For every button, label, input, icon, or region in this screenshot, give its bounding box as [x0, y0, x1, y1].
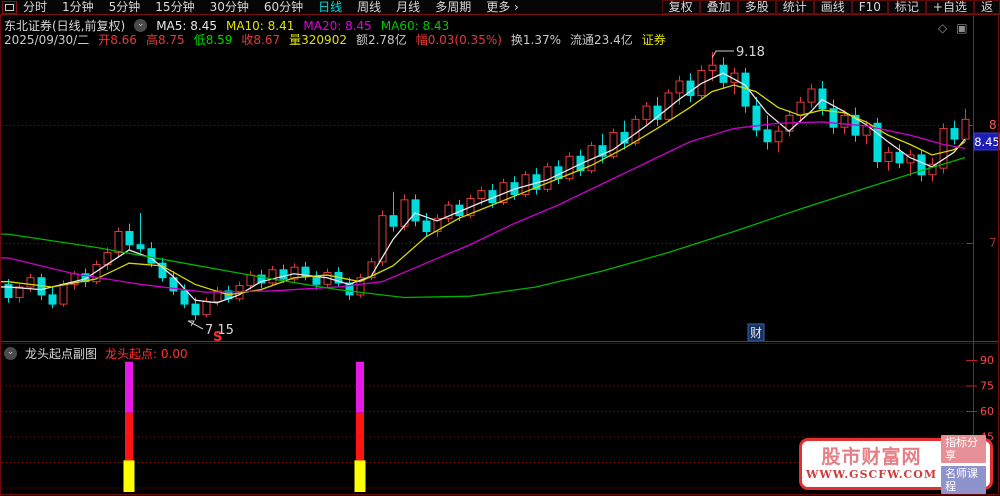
diamond-marker-icon[interactable]: ◇	[938, 21, 948, 35]
ma-value-MA20: MA20: 8.45	[303, 18, 372, 33]
quote-field-10: 证券	[641, 33, 666, 47]
subpanel-indicator-value: 龙头起点: 0.00	[105, 347, 188, 361]
menu-item-周线[interactable]: 周线	[357, 0, 382, 14]
watermark-text: 股市财富网 WWW.GSCFW.COM	[806, 446, 938, 482]
menu-item-30分钟[interactable]: 30分钟	[209, 0, 249, 14]
signal-bar-1	[356, 412, 364, 461]
last-price-box: 8.45	[974, 132, 1000, 151]
ma-values: MA5: 8.45 MA10: 8.41 MA20: 8.45 MA60: 8.43	[156, 19, 449, 33]
menu-item-1分钟[interactable]: 1分钟	[62, 0, 94, 14]
menu-item-叠加[interactable]: 叠加	[699, 0, 738, 14]
window-icon[interactable]	[2, 0, 17, 14]
quote-field-3: 低8.59	[193, 33, 233, 47]
menu-item-返[interactable]: 返	[973, 0, 1000, 14]
sub-axis-label: 75	[980, 380, 994, 393]
sell-marker: S	[213, 330, 222, 345]
lowest-price-label: 7.15	[205, 323, 234, 338]
quote-field-5: 量320902	[289, 33, 347, 47]
signal-bar-0	[125, 361, 133, 413]
svg-text:8.45: 8.45	[974, 135, 1000, 149]
menu-item-5分钟[interactable]: 5分钟	[108, 0, 141, 14]
chevron-down-icon[interactable]: ⌄	[134, 19, 148, 32]
menu-item-多周期[interactable]: 多周期	[435, 0, 472, 14]
quote-field-4: 收8.67	[241, 33, 281, 47]
quote-field-7: 幅0.03(0.35%)	[415, 33, 502, 47]
ma-line-MA5	[0, 72, 966, 304]
menu-item-日线[interactable]: 日线	[318, 0, 343, 14]
quote-field-6: 额2.78亿	[355, 33, 407, 47]
menu-item-+自选[interactable]: +自选	[925, 0, 974, 14]
menu-item-复权[interactable]: 复权	[661, 0, 700, 14]
menu-item-15分钟[interactable]: 15分钟	[155, 0, 195, 14]
ma-line-MA60	[0, 156, 966, 299]
menu-item-统计[interactable]: 统计	[775, 0, 814, 14]
subpanel-name: 龙头起点副图	[25, 347, 98, 361]
menu-item-画线[interactable]: 画线	[813, 0, 852, 14]
ma-line-MA20	[0, 121, 966, 293]
menu-item-标记[interactable]: 标记	[887, 0, 926, 14]
signal-bar-1	[354, 460, 366, 492]
signal-bar-1	[356, 361, 364, 413]
signal-bar-0	[125, 412, 133, 461]
period-menu: 分时 1分钟 5分钟 15分钟 30分钟 60分钟 日线 周线 月线 多周期 更多 ›	[23, 0, 662, 14]
watermark-title: 股市财富网	[821, 446, 922, 468]
watermark: 股市财富网 WWW.GSCFW.COM 指标分享 名师课程	[799, 434, 993, 494]
menubar: 分时 1分钟 5分钟 15分钟 30分钟 60分钟 日线 周线 月线 多周期 更多 › 复权 叠加 多股…	[0, 0, 1000, 15]
watermark-badges: 指标分享 名师课程	[941, 434, 986, 494]
signal-bar-0	[123, 460, 135, 492]
chart-corner-icons: ◇ ▣	[938, 21, 968, 35]
quote-field-9: 流通23.4亿	[570, 33, 633, 47]
badge-indicator-share: 指标分享	[941, 434, 986, 463]
sub-axis-label: 60	[980, 405, 994, 418]
quote-row: 2025/09/30/二 开8.66 高8.75 低8.59 收8.67 量320902 额…	[4, 31, 666, 48]
menu-item-F10[interactable]: F10	[851, 0, 888, 14]
quote-field-0: 2025/09/30/二	[4, 33, 90, 47]
sub-axis-label: 90	[980, 354, 994, 367]
candlesticks[interactable]	[4, 52, 970, 320]
chevron-down-icon[interactable]: ⌄	[4, 347, 17, 360]
quote-field-2: 高8.75	[145, 33, 185, 47]
watermark-url: WWW.GSCFW.COM	[806, 468, 938, 481]
highest-price-label: 9.18	[736, 45, 765, 60]
stock-title: 东北证券(日线,前复权)	[4, 19, 126, 33]
menu-item-多股[interactable]: 多股	[737, 0, 776, 14]
ma-value-MA5: MA5: 8.45	[156, 18, 217, 33]
menu-item-60分钟[interactable]: 60分钟	[263, 0, 304, 14]
menu-item-更多 ›[interactable]: 更多 ›	[486, 0, 519, 14]
tag-marker: 财	[750, 326, 762, 340]
badge-teacher-course: 名师课程	[941, 465, 986, 494]
menu-item-分时[interactable]: 分时	[23, 0, 48, 14]
ma-lines	[0, 72, 966, 304]
tools-menu: 复权 叠加 多股 统计 画线 F10 标记 +自选返	[661, 0, 1000, 14]
stock-info-row: 东北证券(日线,前复权) ⌄ MA5: 8.45 MA10: 8.41 MA20: …	[4, 17, 449, 34]
svg-text:8: 8	[989, 118, 997, 132]
quote-field-8: 换1.37%	[510, 33, 562, 47]
ma-value-MA60: MA60: 8.43	[380, 18, 450, 33]
panel-layout-icon[interactable]: ▣	[956, 21, 968, 35]
ma-value-MA10: MA10: 8.41	[225, 18, 295, 33]
quote-field-1: 开8.66	[98, 33, 137, 47]
subpanel-header: ⌄ 龙头起点副图 龙头起点: 0.00	[4, 345, 188, 362]
svg-text:7: 7	[989, 236, 997, 250]
signal-bars	[123, 361, 366, 492]
menu-item-月线[interactable]: 月线	[396, 0, 421, 14]
ma-line-MA10	[0, 84, 966, 296]
